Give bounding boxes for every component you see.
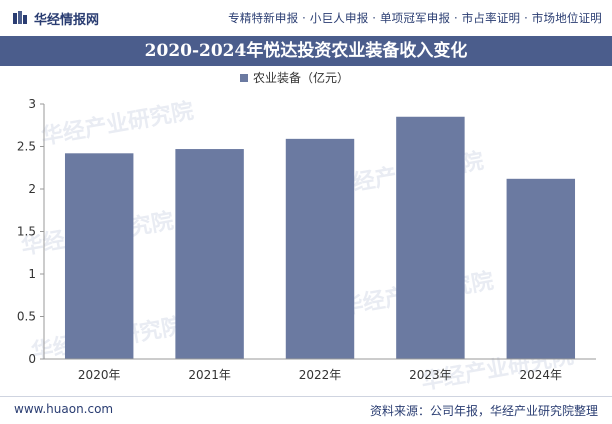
footer: www.huaon.com 资料来源：公司年报，华经产业研究院整理 [0, 396, 612, 424]
legend-label: 农业装备（亿元） [253, 70, 349, 85]
chart-area: 华经产业研究院 华经产业研究院 华经产业研究院 华经产业研究院 华经产业研究院 … [0, 66, 612, 396]
bar-2021年 [175, 149, 244, 359]
bar-2023年 [396, 116, 465, 359]
chart-title: 2020-2024年悦达投资农业装备收入变化 [144, 41, 468, 61]
services-list: 专精特新申报 · 小巨人申报 · 单项冠军申报 · 市占率证明 · 市场地位证明 [228, 11, 602, 25]
bars [64, 116, 576, 359]
y-tick-label: 2 [28, 182, 36, 196]
legend: 农业装备（亿元） [240, 70, 349, 85]
website-link[interactable]: www.huaon.com [14, 402, 114, 416]
y-tick-label: 1 [28, 267, 36, 281]
brand-name: 华经情报网 [34, 13, 100, 28]
logo-icon [13, 11, 27, 24]
data-source: 资料来源：公司年报，华经产业研究院整理 [369, 404, 598, 418]
y-tick-label: 3 [28, 97, 36, 111]
legend-swatch [240, 74, 248, 82]
x-tick-label: 2023年 [409, 368, 452, 382]
title-bar: 2020-2024年悦达投资农业装备收入变化 [0, 36, 612, 66]
x-tick-label: 2020年 [78, 368, 121, 382]
x-tick-label: 2022年 [299, 368, 342, 382]
x-tick-label: 2024年 [520, 368, 563, 382]
footer-divider [0, 396, 612, 397]
y-tick-label: 1.5 [17, 225, 36, 239]
y-tick-label: 2.5 [17, 140, 36, 154]
bar-chart: 农业装备（亿元） 00.511.522.53 2020年 2021年 2022年 20… [17, 70, 596, 382]
top-bar: 华经情报网 专精特新申报 · 小巨人申报 · 单项冠军申报 · 市占率证明 · … [0, 0, 612, 36]
bar-2022年 [285, 138, 355, 359]
y-tick-label: 0.5 [17, 310, 36, 324]
y-tick-label: 0 [28, 352, 36, 366]
x-tick-label: 2021年 [188, 368, 231, 382]
y-axis: 0 0.5 1 1.5 2 2.5 3 [17, 97, 45, 366]
x-axis: 2020年 2021年 2022年 2023年 2024年 [44, 358, 596, 382]
bar-2024年 [506, 178, 576, 359]
bar-2020年 [64, 153, 134, 359]
